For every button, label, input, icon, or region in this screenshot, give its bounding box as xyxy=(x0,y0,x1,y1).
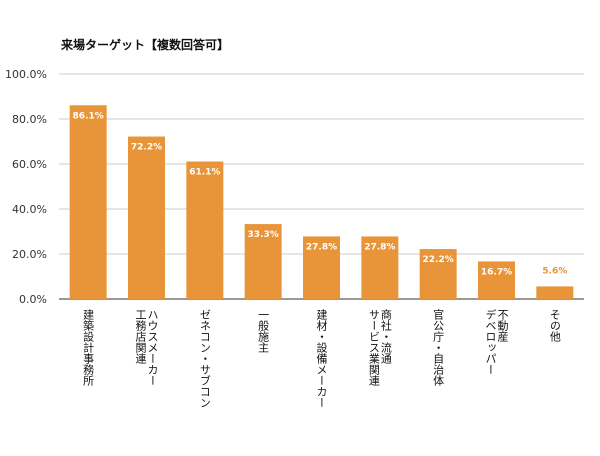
bars xyxy=(69,105,574,300)
y-tick-label: 20.0% xyxy=(12,248,47,261)
bar xyxy=(128,136,165,299)
data-label: 72.2% xyxy=(131,143,162,153)
category-label: 不動産 xyxy=(496,309,509,343)
bar xyxy=(361,236,399,299)
category-label: デベロッパー xyxy=(484,308,497,375)
category-label: 一般施主 xyxy=(257,309,270,353)
bar xyxy=(478,261,515,299)
bar xyxy=(186,161,224,299)
y-tick-label: 60.0% xyxy=(12,158,47,171)
data-label: 27.8% xyxy=(306,242,337,252)
data-label: 5.6% xyxy=(542,266,567,276)
y-tick-label: 0.0% xyxy=(19,293,47,306)
category-label: 商社・流通 xyxy=(379,308,392,364)
category-label: ハウスメーカー xyxy=(146,309,159,386)
y-tick-label: 100.0% xyxy=(5,68,47,81)
category-label: 工務店関連 xyxy=(134,309,147,364)
y-axis-ticks: 0.0% 20.0% 40.0% 60.0% 80.0% 100.0% xyxy=(5,68,47,306)
data-label: 86.1% xyxy=(73,111,104,121)
data-labels: 86.1% 72.2% 61.1% 33.3% 27.8% 27.8% 22.2% 16.7%… xyxy=(73,111,568,277)
data-label: 33.3% xyxy=(248,230,279,240)
chart-title: 来場ターゲット【複数回答可】 xyxy=(60,37,229,52)
category-label: 建築設計事務所 xyxy=(82,308,95,387)
category-label: 官公庁・自治体 xyxy=(432,308,445,386)
category-label: 建材・設備メーカー xyxy=(315,308,328,408)
category-label: その他 xyxy=(548,309,561,342)
data-label: 27.8% xyxy=(364,242,395,252)
bar xyxy=(536,286,574,299)
bar xyxy=(419,249,457,299)
data-label: 16.7% xyxy=(481,267,512,277)
bar xyxy=(303,236,340,299)
y-tick-label: 40.0% xyxy=(12,203,47,216)
data-label: 61.1% xyxy=(189,168,220,178)
bar xyxy=(69,105,107,300)
category-label: ゼネコン・サブコン xyxy=(198,309,211,408)
bar xyxy=(244,224,282,299)
category-label: サービス業関連 xyxy=(367,309,380,386)
y-tick-label: 80.0% xyxy=(12,113,47,126)
data-label: 22.2% xyxy=(423,255,454,265)
